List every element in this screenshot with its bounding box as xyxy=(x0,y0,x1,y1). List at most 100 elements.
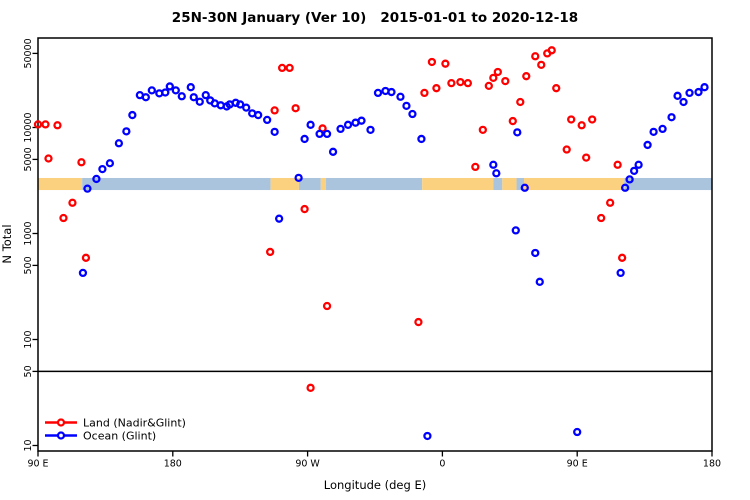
legend-label: Land (Nadir&Glint) xyxy=(83,417,186,430)
x-axis-title: Longitude (deg E) xyxy=(324,478,426,492)
data-point-ocean xyxy=(366,125,375,135)
data-point-land xyxy=(582,153,591,162)
data-point-ocean xyxy=(254,110,263,120)
data-point-ocean xyxy=(620,183,630,192)
x-tick-label: 90 W xyxy=(295,459,320,470)
data-point-ocean xyxy=(92,174,101,184)
y-tick-label: 100 xyxy=(23,330,34,348)
data-point-ocean xyxy=(513,128,522,137)
y-tick-label: 5000 xyxy=(23,147,34,171)
data-point-land xyxy=(577,121,586,130)
ocean-series-points xyxy=(78,82,709,441)
data-point-ocean xyxy=(694,87,703,97)
data-point-ocean xyxy=(531,248,540,258)
data-point-ocean xyxy=(492,169,501,178)
ocean-band-segment xyxy=(493,177,503,191)
data-point-ocean xyxy=(629,166,639,175)
data-point-ocean xyxy=(300,134,309,144)
data-point-land xyxy=(522,72,531,81)
data-point-ocean xyxy=(673,91,682,100)
x-tick-label: 0 xyxy=(439,459,445,470)
data-point-land xyxy=(427,57,437,67)
ocean-band-segment xyxy=(624,177,712,191)
data-point-land xyxy=(531,52,540,61)
data-point-land xyxy=(471,162,480,172)
land-series-points xyxy=(33,46,627,392)
y-axis-title: N Total xyxy=(0,224,14,263)
land-band-segment xyxy=(524,177,625,191)
data-point-ocean xyxy=(201,90,210,100)
data-point-ocean xyxy=(294,173,303,182)
data-point-land xyxy=(270,106,279,115)
data-point-ocean xyxy=(667,113,676,122)
data-point-land xyxy=(463,79,473,88)
data-point-ocean xyxy=(685,88,694,98)
data-point-ocean xyxy=(236,100,245,109)
data-point-land xyxy=(414,317,423,327)
data-point-land xyxy=(617,253,627,262)
data-point-ocean xyxy=(423,431,432,441)
data-point-land xyxy=(322,301,332,311)
chart-title: 25N-30N January (Ver 10) 2015-01-01 to 2… xyxy=(172,10,578,26)
data-point-ocean xyxy=(658,124,667,134)
data-point-land xyxy=(484,81,493,91)
data-point-land xyxy=(516,97,525,107)
legend-marker xyxy=(56,418,66,427)
data-point-land xyxy=(537,60,546,69)
data-point-land xyxy=(597,213,606,223)
plot-border xyxy=(37,37,713,452)
legend-marker xyxy=(56,431,66,440)
y-axis-ticks: 10 50 100 500 1000 5000 10000 50000 xyxy=(23,38,38,452)
y-tick-label: 10000 xyxy=(23,112,34,142)
data-point-land xyxy=(306,383,315,392)
data-point-land xyxy=(478,125,487,135)
data-point-ocean xyxy=(511,226,520,235)
ocean-band-segment xyxy=(82,177,271,191)
data-point-ocean xyxy=(83,184,92,193)
data-point-ocean xyxy=(141,93,150,102)
data-point-land xyxy=(588,115,597,124)
data-point-land xyxy=(285,63,294,73)
y-tick-label: 1000 xyxy=(23,221,34,245)
data-point-ocean xyxy=(195,97,204,106)
land-band-segment xyxy=(38,177,83,191)
data-point-land xyxy=(277,63,287,73)
data-point-land xyxy=(456,77,465,87)
data-point-ocean xyxy=(114,139,124,148)
data-point-ocean xyxy=(643,140,652,150)
data-point-ocean xyxy=(373,88,383,98)
data-point-ocean xyxy=(270,127,279,136)
data-point-land xyxy=(606,198,615,207)
data-point-ocean xyxy=(322,129,332,139)
data-point-land xyxy=(489,73,498,83)
data-point-ocean xyxy=(98,164,107,174)
data-point-land xyxy=(81,253,91,262)
x-tick-label: 180 xyxy=(703,459,721,470)
data-point-ocean xyxy=(535,277,544,286)
data-point-ocean xyxy=(417,134,426,144)
ocean-band-segment xyxy=(516,177,525,191)
plot-frame xyxy=(37,37,713,452)
data-point-land xyxy=(77,158,86,167)
data-point-ocean xyxy=(625,175,634,184)
data-point-ocean xyxy=(679,97,688,107)
data-point-land xyxy=(552,84,561,93)
data-point-ocean xyxy=(700,83,709,92)
data-point-land xyxy=(53,121,62,130)
data-point-land xyxy=(447,79,456,88)
y-tick-label: 50000 xyxy=(23,38,34,68)
data-point-land xyxy=(613,160,622,169)
data-point-ocean xyxy=(189,93,198,102)
data-point-land xyxy=(501,76,510,86)
land-ocean-band xyxy=(38,177,712,191)
data-point-land xyxy=(547,46,556,55)
data-point-land xyxy=(432,84,441,93)
x-tick-label: 90 E xyxy=(27,459,48,470)
y-tick-label: 10 xyxy=(23,439,34,451)
data-point-ocean xyxy=(357,116,366,125)
y-tick-label: 500 xyxy=(23,256,34,274)
data-point-ocean xyxy=(634,160,643,169)
data-point-land xyxy=(44,154,53,163)
